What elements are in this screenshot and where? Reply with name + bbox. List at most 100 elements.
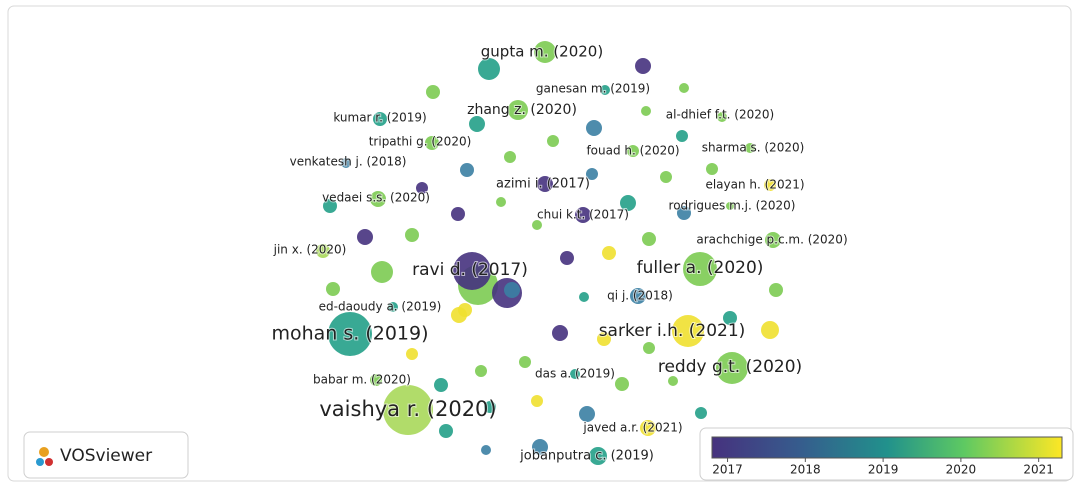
node-bubble	[672, 315, 704, 347]
bubble	[643, 342, 655, 354]
legend: 2017 2018 2019 2020 2021	[699, 427, 1074, 481]
node-label: chui k.t. (2017)	[537, 208, 629, 222]
node-bubble	[726, 202, 734, 210]
bubble	[615, 377, 629, 391]
node-label: ravi d. (2017)	[412, 260, 528, 280]
node-bubble	[388, 302, 398, 312]
node-bubble	[627, 145, 639, 157]
bubble	[532, 220, 542, 230]
node-bubble	[600, 85, 610, 95]
bubble	[371, 261, 393, 283]
node-bubble	[717, 112, 727, 122]
bubble	[519, 356, 531, 368]
bubble	[660, 171, 672, 183]
bubble	[642, 232, 656, 246]
node-label: azimi i. (2017)	[496, 177, 590, 192]
node-label: mohan s. (2019)	[271, 323, 428, 345]
node-label: ganesan m. (2019)	[536, 82, 650, 96]
node-label: elayan h. (2021)	[705, 178, 804, 192]
node-bubble	[589, 447, 607, 465]
node-label: tripathi g. (2020)	[369, 135, 472, 149]
node-bubble	[764, 179, 776, 191]
bubbles	[316, 41, 783, 465]
bubble	[723, 311, 737, 325]
bubble	[695, 407, 707, 419]
node-label: kumar r. (2019)	[333, 111, 426, 125]
bubble	[481, 445, 491, 455]
bubble	[504, 151, 516, 163]
bubble	[460, 163, 474, 177]
node-bubble	[425, 136, 439, 150]
node-label: das a. (2019)	[535, 367, 615, 381]
node-label: babar m. (2020)	[313, 373, 411, 387]
frame	[7, 5, 1072, 482]
bubble	[677, 206, 691, 220]
node-bubble	[383, 385, 433, 435]
logo-icon	[39, 447, 49, 457]
bubble	[323, 199, 337, 213]
node-bubble	[745, 143, 755, 153]
node-label: fouad h. (2020)	[586, 144, 679, 158]
node-label: javed a.r. (2021)	[582, 421, 682, 435]
logo-frame	[23, 431, 189, 479]
node-label: sarker i.h. (2021)	[599, 321, 746, 341]
node-label: gupta m. (2020)	[481, 43, 603, 61]
bubble	[416, 182, 428, 194]
bubble	[451, 207, 465, 221]
bubble	[434, 378, 448, 392]
node-bubble	[716, 352, 748, 384]
bubble	[357, 229, 373, 245]
logo-icon	[45, 458, 53, 466]
bubble	[504, 282, 520, 298]
bubble	[602, 246, 616, 260]
bubble	[458, 303, 472, 317]
node-label: arachchige p.c.m. (2020)	[696, 233, 847, 247]
bubble	[586, 168, 598, 180]
bubble	[475, 365, 487, 377]
bubble	[439, 424, 453, 438]
node-bubble	[370, 374, 382, 386]
bubble	[326, 282, 340, 296]
node-bubble	[537, 176, 553, 192]
logo-box[interactable]: VOSviewer	[23, 431, 189, 479]
bubble	[620, 195, 636, 211]
node-bubble	[373, 112, 387, 126]
node-bubble	[316, 244, 330, 258]
node-bubble	[341, 158, 351, 168]
bubble	[405, 228, 419, 242]
node-bubble	[370, 191, 386, 207]
bubble	[586, 120, 602, 136]
node-label: fuller a. (2020)	[637, 258, 764, 278]
node-label: rodrigues m.j. (2020)	[669, 199, 796, 213]
node-bubble	[508, 100, 528, 120]
node-bubble	[328, 312, 372, 356]
node-bubble	[570, 369, 580, 379]
bubble	[579, 292, 589, 302]
bubble	[769, 283, 783, 297]
node-label: venkatesh j. (2018)	[290, 155, 407, 169]
bubble	[597, 332, 611, 346]
node-bubble	[640, 420, 656, 436]
node-bubble	[575, 207, 591, 223]
bubble	[406, 348, 418, 360]
node-label: jin x. (2020)	[273, 243, 347, 257]
bubble	[706, 163, 718, 175]
bubble	[531, 395, 543, 407]
legend-tick-label: 2019	[868, 463, 899, 477]
legend-tick-label: 2021	[1023, 463, 1054, 477]
node-label: jobanputra c. (2019)	[519, 449, 654, 464]
node-label: qi j. (2018)	[607, 289, 673, 303]
bubble	[484, 401, 496, 413]
logo-text: VOSviewer	[60, 446, 152, 466]
node-label: vedaei s.s. (2020)	[322, 191, 430, 205]
legend-tick-label: 2020	[946, 463, 977, 477]
bubble	[761, 321, 779, 339]
node-bubble	[683, 252, 717, 286]
bubble	[560, 251, 574, 265]
node-label: al-dhief f.t. (2020)	[666, 108, 774, 122]
legend-tick-label: 2017	[712, 463, 743, 477]
bubble	[676, 130, 688, 142]
bubble	[668, 376, 678, 386]
